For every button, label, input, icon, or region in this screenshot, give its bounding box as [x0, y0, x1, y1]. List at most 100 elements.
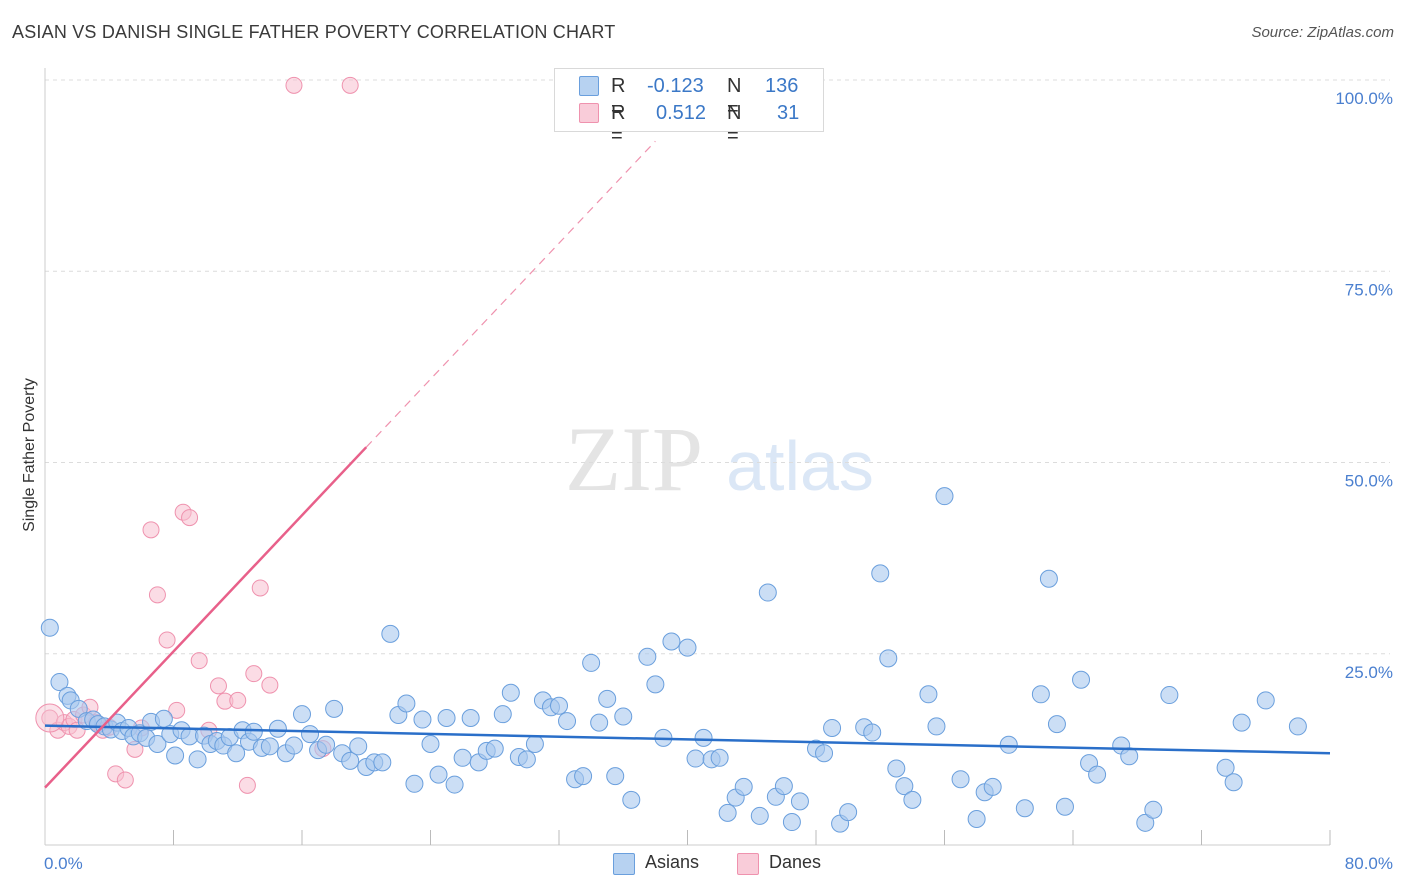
chart-title: ASIAN VS DANISH SINGLE FATHER POVERTY CO… [12, 22, 616, 42]
asians-point [758, 583, 777, 602]
watermark-zip: ZIP [565, 408, 703, 510]
asians-point [525, 735, 544, 754]
asians-point [260, 737, 279, 756]
asians-point [622, 790, 641, 809]
asians-point [927, 717, 946, 736]
asians-point [999, 735, 1018, 754]
asians-point [317, 735, 336, 754]
danes-r-label: R = [611, 102, 626, 147]
watermark: ZIP atlas [565, 408, 874, 510]
bottom-asians-label: Asians [645, 852, 700, 872]
y-tick-label-25: 25.0% [1345, 663, 1393, 682]
asians-point [750, 806, 769, 825]
x-tick-label-max: 80.0% [1345, 854, 1393, 873]
danes-n-label: N = [727, 102, 742, 147]
asians-point [598, 689, 617, 708]
asians-point [582, 653, 601, 672]
asians-point [879, 649, 898, 668]
asians-point [790, 792, 809, 811]
asians-point [638, 647, 657, 666]
danes-point [238, 776, 256, 794]
asians-point [774, 777, 793, 796]
asians-point [983, 777, 1002, 796]
asians-point [550, 696, 568, 715]
asians-point [485, 739, 504, 758]
asians-point [574, 767, 593, 786]
asians-point [325, 699, 344, 718]
asians-point [1136, 813, 1155, 832]
asians-point [1039, 569, 1058, 588]
asians-point [268, 719, 287, 738]
asians-point [50, 673, 69, 692]
asians-point [461, 709, 480, 728]
danes-point [181, 509, 199, 527]
asians-point [782, 813, 801, 832]
asians-swatch [579, 76, 599, 96]
asians-point [1144, 800, 1163, 819]
asians-point [606, 767, 625, 786]
asians-point [493, 705, 512, 724]
asians-point [919, 685, 938, 704]
asians-point [1120, 747, 1139, 766]
asians-point [188, 750, 207, 769]
danes-point [190, 652, 208, 670]
asians-point [662, 632, 681, 651]
asians-r-label: R = [611, 75, 626, 120]
asians-point [284, 736, 303, 755]
danes-point [209, 677, 227, 695]
danes-point [245, 665, 263, 683]
asians-point [887, 759, 906, 778]
asians-point [349, 737, 368, 756]
danes-point [35, 703, 65, 733]
tick-labels: 25.0% 50.0% 75.0% 100.0% 0.0% 80.0% [44, 89, 1393, 873]
asians-point [967, 809, 986, 828]
trend-lines [44, 140, 1331, 789]
danes-r-value: 0.512 [656, 102, 707, 124]
asians-point [381, 624, 400, 643]
asians-point [166, 746, 185, 765]
asians-point [1055, 797, 1074, 816]
asians-point [1088, 765, 1107, 784]
danes-swatch [579, 103, 599, 123]
asians-point [678, 638, 697, 657]
asians-point [903, 790, 922, 809]
bottom-danes-label: Danes [769, 852, 822, 872]
source-note: Source: ZipAtlas.com [1251, 24, 1394, 41]
asians-point [710, 748, 729, 767]
asians-point [815, 744, 834, 763]
asians-point [445, 775, 464, 794]
asians-point [437, 709, 456, 728]
danes-point [158, 631, 176, 649]
asians-point [397, 694, 416, 713]
danes-points [35, 76, 359, 794]
asians-point [558, 712, 577, 731]
asians-point [718, 803, 737, 822]
danes-point [341, 76, 359, 94]
asians-point [935, 487, 954, 506]
asians-point [871, 564, 890, 583]
x-tick-label-min: 0.0% [44, 854, 83, 873]
danes-point [261, 676, 279, 694]
asians-point [734, 777, 753, 796]
asians-point [895, 777, 914, 796]
asians-point [590, 713, 609, 732]
asians-point [501, 683, 520, 702]
y-tick-label-50: 50.0% [1345, 472, 1393, 491]
danes-point [229, 691, 247, 709]
asians-point [1160, 686, 1179, 705]
asians-point [517, 750, 536, 769]
asians-point [1031, 685, 1050, 704]
asians-n-label: N = [727, 75, 742, 120]
bottom-asians-swatch [613, 853, 635, 875]
danes-point [285, 76, 303, 94]
asians-points [40, 487, 1307, 833]
asians-point [694, 728, 713, 747]
y-tick-label-75: 75.0% [1345, 280, 1393, 299]
watermark-atlas: atlas [726, 427, 874, 505]
asians-point [823, 718, 842, 737]
bottom-danes-swatch [737, 853, 759, 875]
asians-point [951, 770, 970, 789]
danes-trend-line [44, 446, 368, 789]
asians-point [405, 774, 424, 793]
